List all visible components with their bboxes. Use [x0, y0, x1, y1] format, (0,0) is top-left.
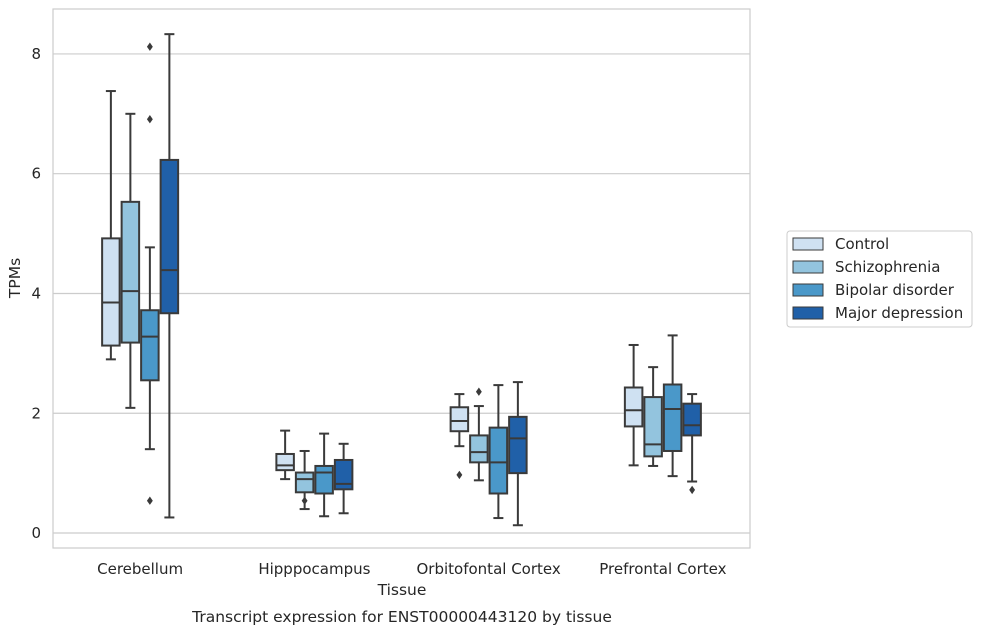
legend-label: Control [835, 235, 889, 253]
outlier-point [146, 496, 153, 505]
legend-swatch [792, 260, 824, 274]
series-bipolar-disorder [140, 42, 683, 520]
box-body [662, 383, 683, 452]
box-body [623, 386, 644, 428]
x-axis-label: Tissue [377, 581, 427, 599]
box [333, 442, 354, 515]
legend: Control Schizophrenia Bipolar disorder Majo… [786, 230, 973, 328]
y-axis-label: TPMs [6, 258, 24, 299]
box-series [101, 33, 702, 527]
outlier-point [475, 387, 482, 396]
y-tick-label: 2 [31, 404, 41, 422]
box [275, 429, 295, 481]
box [159, 33, 180, 519]
box [469, 387, 489, 482]
x-tick-label: Cerebellum [97, 560, 183, 578]
box [140, 42, 160, 505]
y-tick-label: 4 [31, 284, 41, 302]
box-body [120, 200, 141, 344]
y-tick-label: 8 [31, 45, 41, 63]
box-body [488, 426, 509, 495]
legend-label: Schizophrenia [835, 258, 940, 276]
box-body [643, 396, 663, 458]
box-body [508, 415, 528, 475]
legend-frame [786, 230, 973, 328]
box [120, 112, 141, 409]
box [623, 343, 644, 467]
legend-label: Bipolar disorder [835, 281, 955, 299]
legend-swatch [792, 237, 824, 251]
legend-item: Bipolar disorder [792, 281, 955, 299]
box [682, 393, 702, 495]
x-tick-label: Prefrontal Cortex [599, 560, 726, 578]
box [488, 384, 509, 520]
grid-lines [53, 53, 750, 534]
legend-swatch [792, 283, 824, 297]
box [294, 449, 315, 511]
outlier-point [456, 470, 463, 480]
y-tick-label: 6 [31, 165, 41, 183]
box-body [101, 237, 121, 347]
box [449, 393, 470, 480]
box [101, 90, 121, 361]
y-tick-labels: 0 2 4 6 8 [31, 45, 41, 542]
box-body [140, 309, 160, 382]
box [662, 334, 683, 478]
chart-caption: Transcript expression for ENST0000044312… [191, 608, 612, 626]
series-control [101, 90, 644, 481]
x-tick-labels: Cerebellum Hipppocampus Orbitofontal Corte… [97, 560, 726, 578]
outlier-point [146, 42, 153, 51]
y-tick-label: 0 [31, 524, 41, 542]
legend-swatch [792, 306, 824, 320]
outlier-point [146, 114, 153, 124]
box-body [333, 458, 354, 491]
box [508, 381, 528, 527]
outlier-point [301, 496, 308, 505]
x-tick-label: Orbitofontal Cortex [417, 560, 561, 578]
box-body [275, 452, 295, 472]
legend-item: Control [792, 235, 889, 253]
box [314, 432, 334, 518]
box [643, 366, 663, 467]
outlier-point [689, 485, 696, 495]
legend-item: Major depression [792, 304, 963, 322]
x-tick-label: Hipppocampus [258, 560, 370, 578]
legend-label: Major depression [835, 304, 963, 322]
box-body [294, 471, 315, 494]
box-body [159, 158, 180, 315]
box-body [682, 402, 702, 437]
plot-frame [52, 8, 751, 549]
box-body [314, 464, 334, 495]
legend-item: Schizophrenia [792, 258, 940, 276]
box-body [449, 406, 470, 433]
box-body [469, 434, 489, 464]
series-major-depression [159, 33, 702, 527]
series-schizophrenia [120, 112, 663, 511]
